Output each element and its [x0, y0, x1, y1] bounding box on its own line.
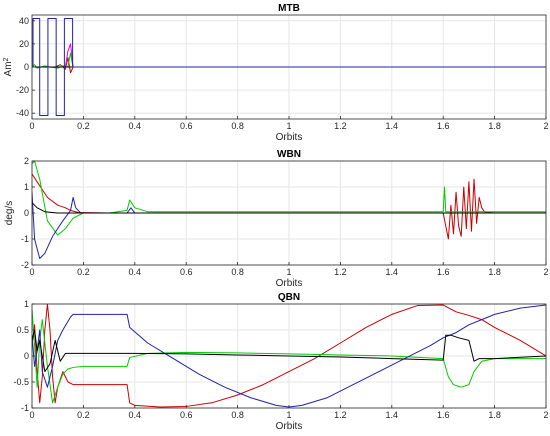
x-tick-label: 1 — [286, 267, 291, 277]
x-tick-label: 1 — [286, 410, 291, 420]
x-tick-label: 0.4 — [129, 267, 142, 277]
x-tick-label: 0 — [29, 410, 34, 420]
x-tick-label: 2 — [543, 267, 548, 277]
y-tick-label: -20 — [16, 85, 29, 95]
x-tick-label: 0.8 — [231, 410, 244, 420]
x-tick-label: 1.6 — [437, 267, 450, 277]
series-line-3 — [32, 192, 546, 259]
y-tick-label: 20 — [19, 39, 29, 49]
series-line-4 — [32, 202, 546, 214]
x-axis-label: Orbits — [276, 278, 303, 289]
y-tick-label: -40 — [16, 108, 29, 118]
x-tick-label: 1.8 — [488, 267, 501, 277]
y-tick-label: 2 — [24, 156, 29, 166]
x-tick-label: 1.2 — [334, 267, 347, 277]
x-tick-label: 0.2 — [77, 267, 90, 277]
x-tick-label: 0.6 — [180, 121, 193, 131]
x-tick-label: 0 — [29, 267, 34, 277]
y-tick-label: 0 — [24, 351, 29, 361]
x-tick-label: 1.6 — [437, 410, 450, 420]
x-tick-label: 0.6 — [180, 410, 193, 420]
series-group — [32, 161, 546, 259]
x-tick-label: 1.6 — [437, 121, 450, 131]
x-tick-label: 0.8 — [231, 267, 244, 277]
x-tick-label: 1.4 — [386, 267, 399, 277]
y-tick-label: -1 — [21, 403, 29, 413]
series-line-5 — [32, 17, 546, 117]
chart-panel-mtb: 0 0.2 0.4 0.6 0.8 1 1.2 1.4 1.6 1.8 2 -40 -20 0 20 40 MT… — [3, 3, 549, 143]
x-tick-label: 0.4 — [129, 121, 142, 131]
chart-panel-qbn: 0 0.2 0.4 0.6 0.8 1 1.2 1.4 1.6 1.8 2 -1 -0.5 0 0.5 1 QB… — [13, 292, 548, 432]
series-group — [32, 17, 546, 117]
x-tick-label: 0.4 — [129, 410, 142, 420]
y-tick-label: -2 — [21, 260, 29, 270]
x-tick-label: 0.6 — [180, 267, 193, 277]
x-tick-label: 1.4 — [386, 410, 399, 420]
y-tick-label: -1 — [21, 234, 29, 244]
x-tick-label: 1 — [286, 121, 291, 131]
x-tick-label: 1.8 — [488, 121, 501, 131]
x-tick-label: 1.4 — [386, 121, 399, 131]
x-axis-label: Orbits — [276, 421, 303, 432]
y-tick-label: 0.5 — [16, 325, 29, 335]
chart-title: WBN — [277, 149, 301, 160]
x-tick-label: 1.2 — [334, 410, 347, 420]
y-axis-label: deg/s — [4, 201, 15, 225]
x-tick-label: 0.2 — [77, 121, 90, 131]
y-tick-label: 0 — [24, 62, 29, 72]
x-tick-label: 0.8 — [231, 121, 244, 131]
y-axis-label: Am2 — [3, 57, 15, 76]
y-tick-label: 1 — [24, 299, 29, 309]
series-line-2 — [32, 161, 546, 236]
x-tick-label: 0 — [29, 121, 34, 131]
y-tick-label: 1 — [24, 182, 29, 192]
x-tick-label: 1.8 — [488, 410, 501, 420]
chart-title: QBN — [278, 292, 300, 303]
chart-panel-wbn: 0 0.2 0.4 0.6 0.8 1 1.2 1.4 1.6 1.8 2 -2 -1 0 1 2 WBN Orb… — [4, 149, 549, 289]
y-tick-label: 40 — [19, 16, 29, 26]
x-tick-label: 2 — [543, 410, 548, 420]
series-line-4 — [32, 329, 546, 373]
x-axis-label: Orbits — [276, 132, 303, 143]
y-tick-label: 0 — [24, 208, 29, 218]
x-tick-label: 2 — [543, 121, 548, 131]
x-tick-label: 0.2 — [77, 410, 90, 420]
x-tick-label: 1.2 — [334, 121, 347, 131]
y-tick-label: -0.5 — [13, 377, 29, 387]
chart-title: MTB — [278, 3, 300, 14]
